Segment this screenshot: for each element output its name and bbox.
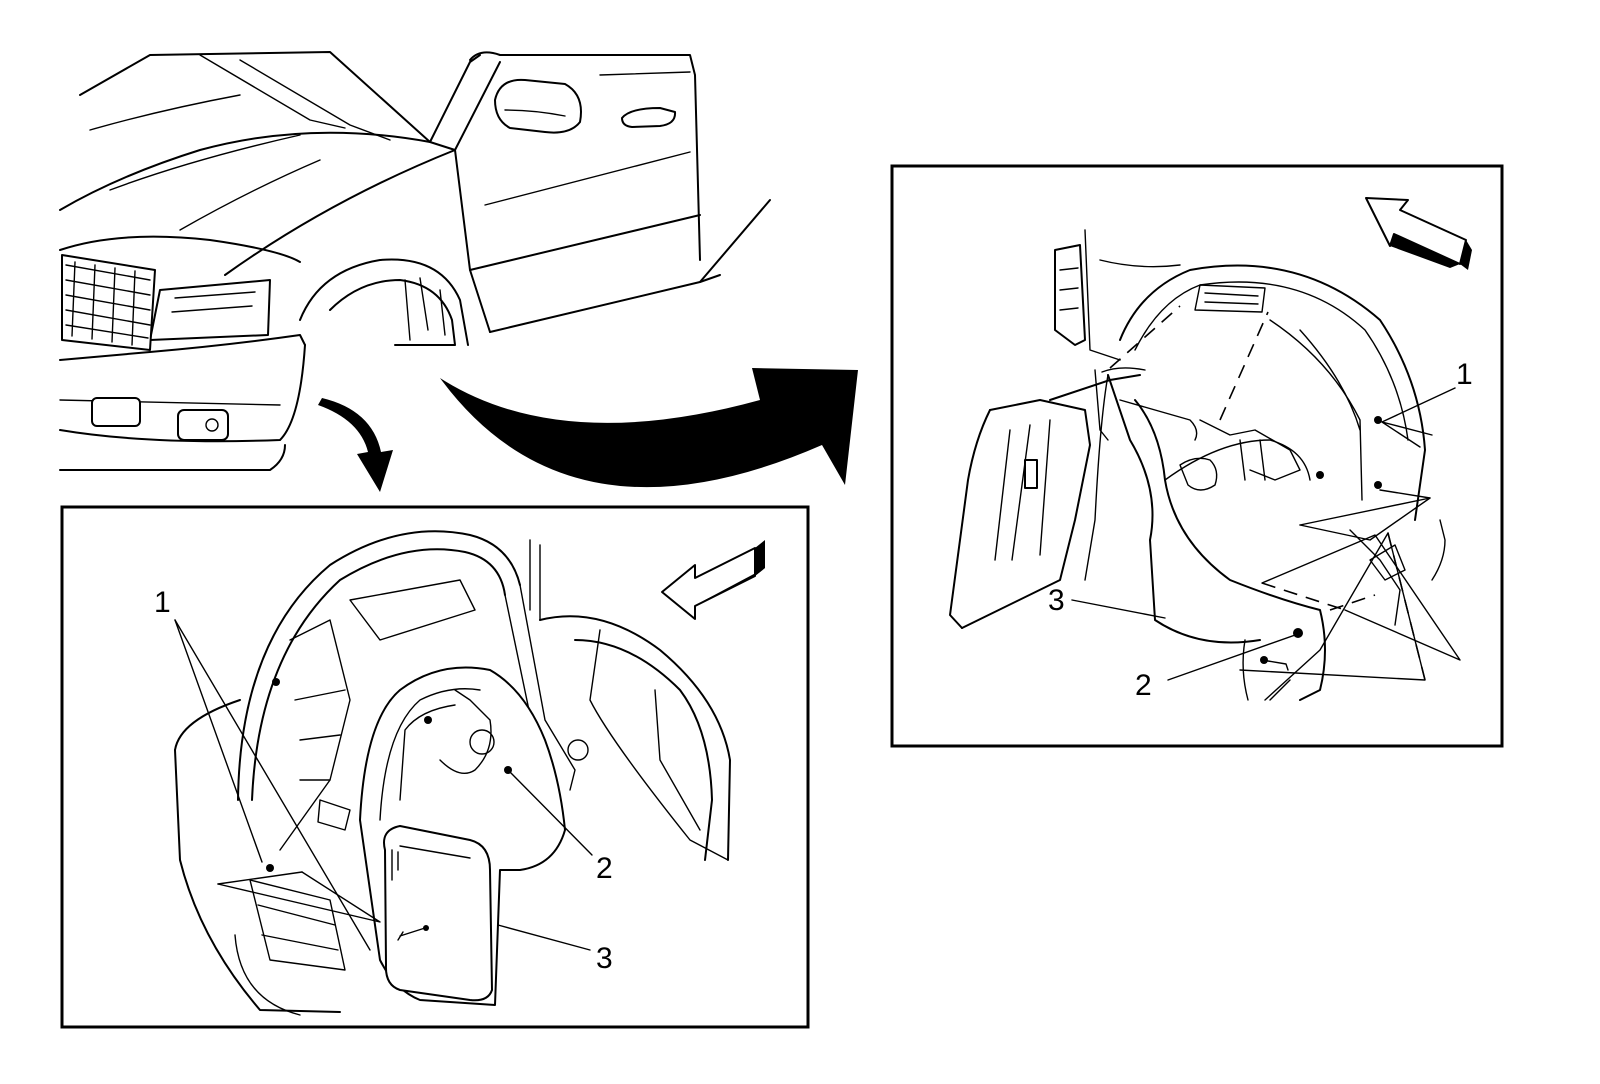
callout-label-1: 1 xyxy=(154,586,171,619)
vehicle-front-overview xyxy=(59,51,771,471)
direction-arrow-icon xyxy=(661,540,765,620)
callout-label-2: 2 xyxy=(1135,669,1152,702)
curved-pointer-arrow-icon xyxy=(318,398,393,492)
callout-label-3: 3 xyxy=(596,942,613,975)
lower-detail-view: 1 2 3 xyxy=(60,505,810,1029)
callout-label-1: 1 xyxy=(1456,358,1473,391)
upper-detail-view: 1 2 3 xyxy=(890,164,1504,748)
callout-label-3: 3 xyxy=(1048,584,1065,617)
callout-label-2: 2 xyxy=(596,852,613,885)
curved-pointer-arrow-icon xyxy=(440,368,858,488)
direction-arrow-icon xyxy=(1365,197,1472,270)
